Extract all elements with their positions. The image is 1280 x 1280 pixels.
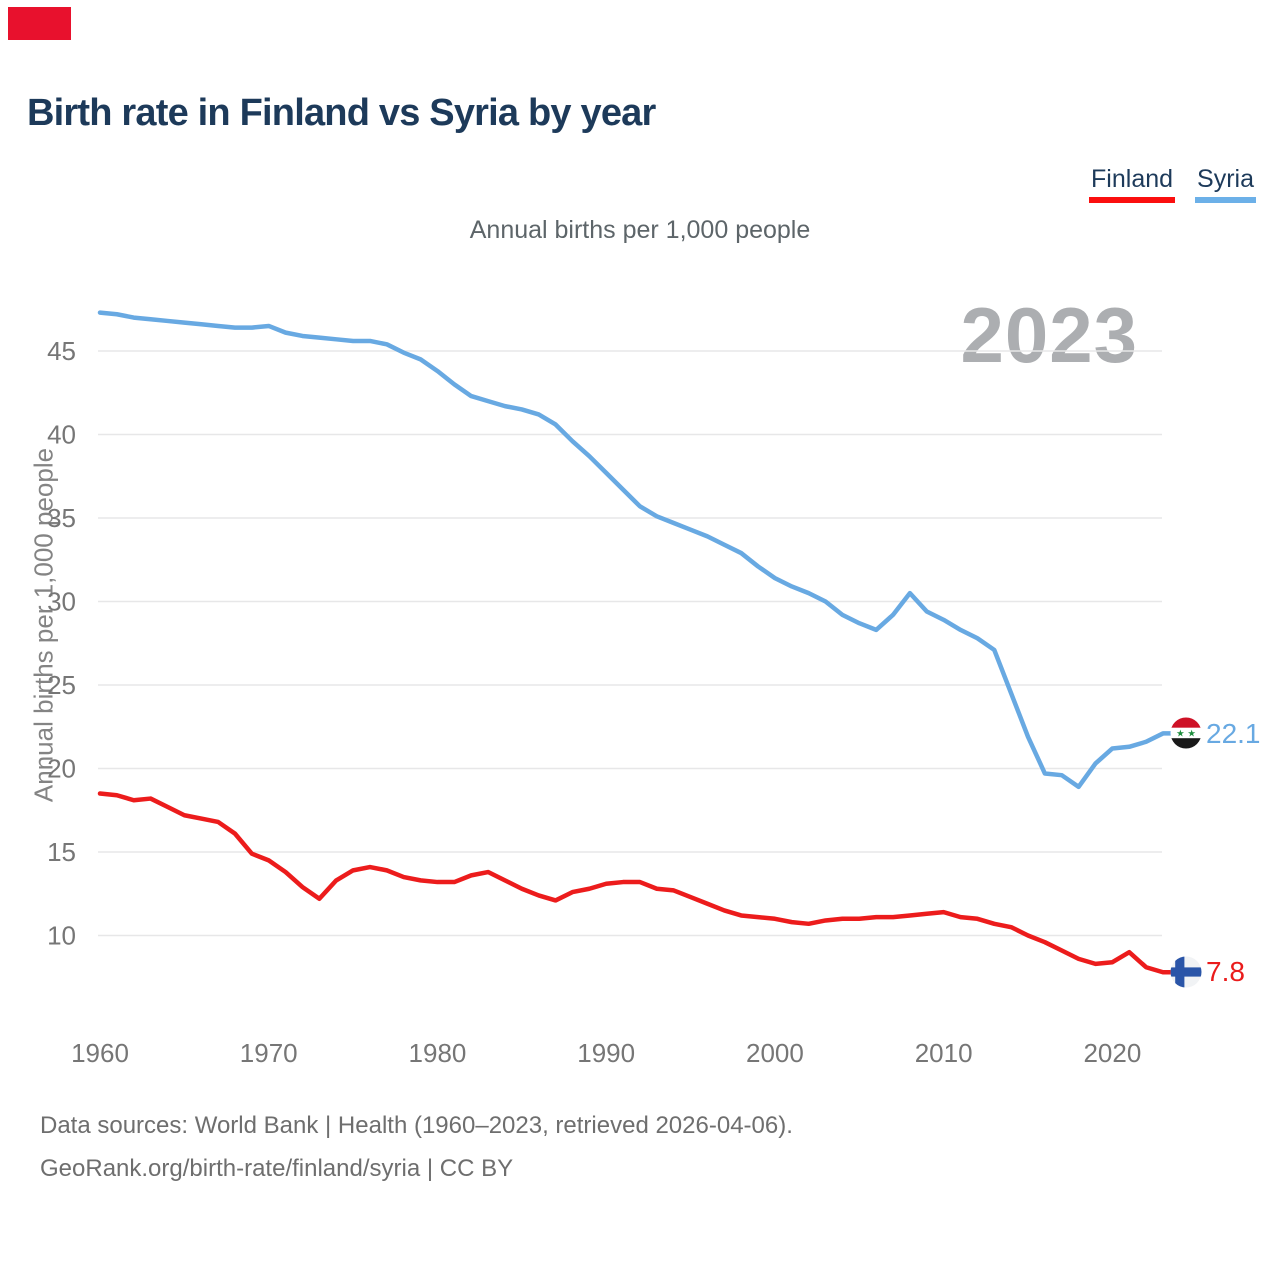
series-line-syria xyxy=(97,310,1174,790)
syria-end-value: 22.1 xyxy=(1206,718,1261,749)
series-line-finland xyxy=(97,791,1174,975)
legend-label-syria: Syria xyxy=(1197,165,1254,193)
legend: Finland Syria xyxy=(1089,165,1256,203)
svg-text:★: ★ xyxy=(1176,729,1185,740)
brand-mark xyxy=(8,7,71,40)
x-tick-label: 2000 xyxy=(746,1038,804,1068)
x-tick-label: 1990 xyxy=(577,1038,635,1068)
y-tick-label: 40 xyxy=(47,420,76,450)
y-tick-label: 30 xyxy=(47,587,76,617)
x-tick-label: 1980 xyxy=(409,1038,467,1068)
y-tick-label: 45 xyxy=(47,336,76,366)
series-lines xyxy=(97,310,1174,975)
finland-end-value: 7.8 xyxy=(1206,956,1245,987)
legend-underline-syria xyxy=(1195,197,1256,203)
y-tick-labels: 45 40 35 30 25 20 15 10 xyxy=(47,336,76,951)
y-tick-label: 15 xyxy=(47,837,76,867)
syria-flag-icon: ★ ★ xyxy=(1170,717,1202,749)
legend-label-finland: Finland xyxy=(1091,165,1174,193)
y-tick-label: 20 xyxy=(47,754,76,784)
legend-underline-finland xyxy=(1089,197,1176,203)
page-title: Birth rate in Finland vs Syria by year xyxy=(27,92,656,134)
x-tick-label: 2010 xyxy=(915,1038,973,1068)
y-tick-label: 25 xyxy=(47,670,76,700)
y-tick-label: 10 xyxy=(47,921,76,951)
finland-flag-icon xyxy=(1170,956,1202,988)
year-watermark: 2023 xyxy=(960,291,1138,379)
source-line-1: Data sources: World Bank | Health (1960–… xyxy=(40,1112,793,1139)
gridlines xyxy=(98,350,1162,937)
source-footer: Data sources: World Bank | Health (1960–… xyxy=(40,1104,793,1190)
svg-text:★: ★ xyxy=(1187,729,1196,740)
legend-item-syria[interactable]: Syria xyxy=(1195,165,1256,203)
y-tick-label: 35 xyxy=(47,503,76,533)
x-tick-label: 2020 xyxy=(1083,1038,1141,1068)
x-tick-label: 1960 xyxy=(71,1038,129,1068)
source-line-2: GeoRank.org/birth-rate/finland/syria | C… xyxy=(40,1155,514,1182)
legend-item-finland[interactable]: Finland xyxy=(1089,165,1176,203)
x-tick-labels: 1960 1970 1980 1990 2000 2010 2020 xyxy=(71,1038,1141,1068)
x-tick-label: 1970 xyxy=(240,1038,298,1068)
chart-subtitle: Annual births per 1,000 people xyxy=(469,216,811,244)
